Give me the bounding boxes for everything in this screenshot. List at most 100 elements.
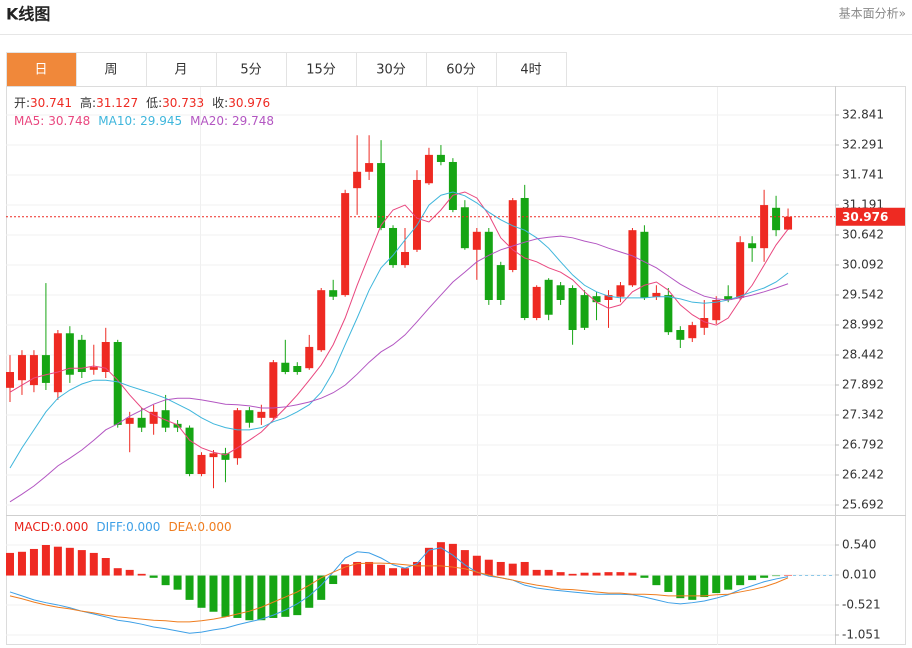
candle-body — [185, 427, 194, 475]
info-label: MA10: — [98, 114, 136, 128]
fundamental-link[interactable]: 基本面分析» — [839, 7, 906, 21]
tab-label[interactable]: 5分 — [240, 63, 261, 78]
macd-bar — [185, 575, 194, 600]
macd-bar — [329, 575, 338, 585]
y-tick-label: 25.692 — [842, 498, 884, 512]
candle-body — [580, 295, 589, 328]
info-value: 0.000 — [54, 520, 88, 534]
candle-body — [113, 342, 122, 425]
macd-bar — [532, 569, 541, 576]
macd-bar — [53, 546, 62, 576]
candle-body — [257, 411, 266, 418]
y-tick-label: -1.051 — [842, 627, 881, 641]
macd-bar — [784, 574, 793, 576]
text-layer: 32.84132.29131.74131.19130.64230.09229.5… — [14, 95, 905, 641]
candle-body — [401, 251, 410, 266]
tab-label[interactable]: 日 — [34, 63, 47, 78]
tab[interactable] — [76, 52, 147, 87]
chart-frame — [6, 86, 906, 645]
candle-body — [496, 265, 505, 300]
candle-body — [484, 231, 493, 300]
marks-layer — [6, 135, 835, 634]
info-value: 0.000 — [197, 520, 231, 534]
candle-body — [736, 242, 745, 298]
candle-body — [101, 342, 110, 373]
candle-body — [377, 163, 386, 228]
candle-body — [365, 163, 374, 172]
last-price-label: 30.976 — [842, 210, 888, 224]
candle-body — [688, 325, 697, 339]
macd-bar — [101, 558, 110, 576]
info-value: 29.945 — [140, 114, 182, 128]
y-tick-label: 0.540 — [842, 537, 876, 551]
tab-label[interactable]: 4时 — [520, 63, 541, 78]
candle-body — [568, 287, 577, 331]
candle-body — [652, 292, 661, 297]
tab-label[interactable]: 15分 — [306, 63, 336, 78]
info-value: 29.748 — [232, 114, 274, 128]
y-tick-label: 0.010 — [842, 567, 876, 581]
candle-body — [616, 285, 625, 297]
macd-bar — [520, 561, 529, 576]
macd-bar — [161, 575, 170, 586]
macd-bar — [544, 569, 553, 576]
macd-bar — [269, 575, 278, 618]
candle-body — [640, 231, 649, 298]
y-tick-label: 28.442 — [842, 347, 884, 361]
candle-body — [760, 205, 769, 249]
macd-bar — [412, 561, 421, 576]
info-line: 开:30.741 高:31.127 低:30.733 收:30.976 — [14, 95, 270, 110]
macd-bar — [209, 575, 218, 612]
info-label: 高: — [80, 95, 96, 110]
tab-bar: 日 周 月 5分 15分 30分 60分 4时 — [6, 52, 567, 87]
macd-bar — [89, 552, 98, 576]
tab-label[interactable]: 周 — [104, 63, 117, 78]
info-value: 30.748 — [48, 114, 90, 128]
candle-body — [628, 230, 637, 286]
candle-body — [676, 330, 685, 340]
macd-bar — [6, 552, 14, 576]
y-tick-label: 30.092 — [842, 257, 884, 271]
tab[interactable] — [356, 52, 427, 87]
candle-body — [17, 355, 26, 381]
candle-body — [29, 355, 38, 386]
y-tick-label: 31.741 — [842, 168, 884, 182]
y-tick-label: 30.642 — [842, 227, 884, 241]
macd-bar — [233, 575, 242, 618]
macd-bar — [245, 575, 254, 621]
macd-bar — [365, 561, 374, 576]
macd-bar — [568, 573, 577, 576]
tab-label[interactable]: 30分 — [376, 63, 406, 78]
macd-bar — [221, 575, 230, 617]
page-title: K线图 — [6, 5, 50, 24]
macd-bar — [712, 575, 721, 594]
tab[interactable] — [496, 52, 567, 87]
macd-bar — [341, 564, 350, 576]
macd-line — [9, 562, 789, 623]
tab-label[interactable]: 月 — [174, 63, 187, 78]
candle-body — [412, 179, 421, 250]
last-price-tag — [836, 207, 905, 226]
info-label: MA5: — [14, 114, 44, 128]
candle-body — [77, 339, 86, 373]
macd-bar — [676, 575, 685, 599]
moving-average-line — [9, 191, 789, 469]
candle-body — [700, 318, 709, 328]
candle-body — [784, 216, 793, 230]
macd-bar — [748, 575, 757, 581]
macd-line — [9, 547, 789, 634]
candle-body — [65, 333, 74, 375]
candle-body — [161, 410, 170, 428]
macd-bar — [448, 543, 457, 576]
info-value: 31.127 — [96, 96, 138, 110]
candle-body — [137, 417, 146, 428]
candle-body — [532, 286, 541, 319]
candle-body — [508, 200, 517, 270]
info-label: 低: — [146, 96, 162, 110]
candle-body — [281, 362, 290, 373]
candle-body — [556, 285, 565, 300]
macd-bar — [377, 564, 386, 576]
candle-body — [305, 346, 314, 369]
tab-label[interactable]: 60分 — [446, 63, 476, 78]
